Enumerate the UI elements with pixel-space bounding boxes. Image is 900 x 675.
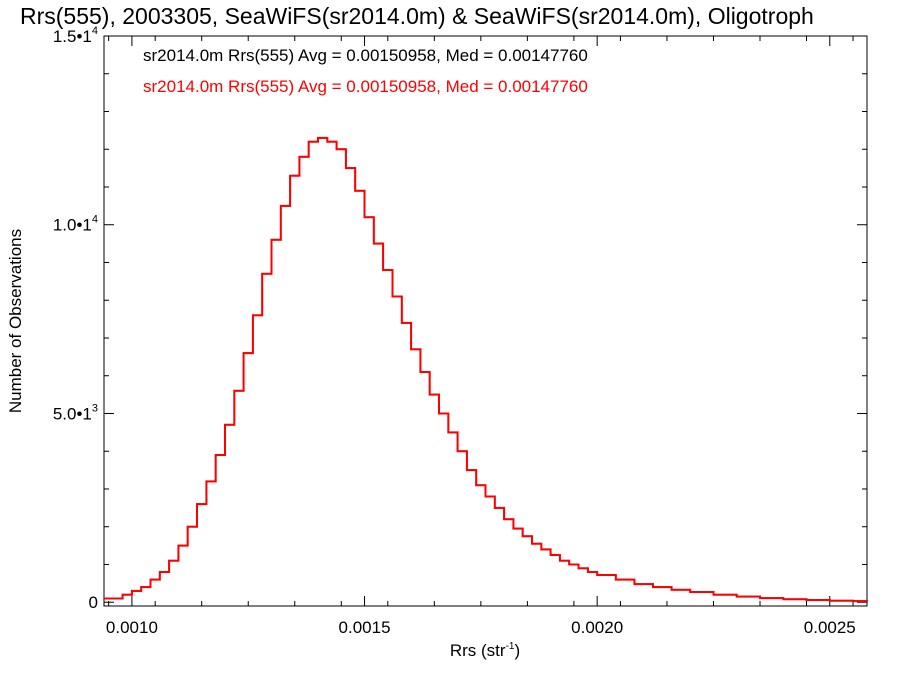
plot-frame — [103, 35, 868, 607]
x-tick-label: 0.0010 — [106, 618, 158, 637]
x-axis-ticks: 0.0010 0.0015 0.0020 0.0025 — [106, 36, 856, 637]
legend-entry-1: sr2014.0m Rrs(555) Avg = 0.00150958, Med… — [143, 46, 588, 65]
y-axis-ticks: 0 5.0•13 1.0•14 1.5•14 — [53, 25, 867, 612]
legend-entry-2: sr2014.0m Rrs(555) Avg = 0.00150958, Med… — [143, 77, 588, 96]
series-line-1 — [104, 137, 868, 602]
x-axis-label: Rrs (str-1) — [450, 641, 520, 660]
chart-title: Rrs(555), 2003305, SeaWiFS(sr2014.0m) & … — [20, 3, 814, 29]
y-tick-label: 0 — [89, 593, 98, 612]
y-axis-label: Number of Observations — [6, 229, 25, 413]
x-tick-label: 0.0025 — [804, 618, 856, 637]
x-tick-label: 0.0020 — [571, 618, 623, 637]
series-group — [104, 136, 868, 603]
y-tick-label: 1.5•14 — [53, 25, 98, 46]
x-tick-label: 0.0015 — [339, 618, 391, 637]
y-tick-label: 1.0•14 — [53, 214, 98, 235]
series-line-2 — [104, 136, 868, 603]
y-tick-label: 5.0•13 — [53, 402, 98, 423]
